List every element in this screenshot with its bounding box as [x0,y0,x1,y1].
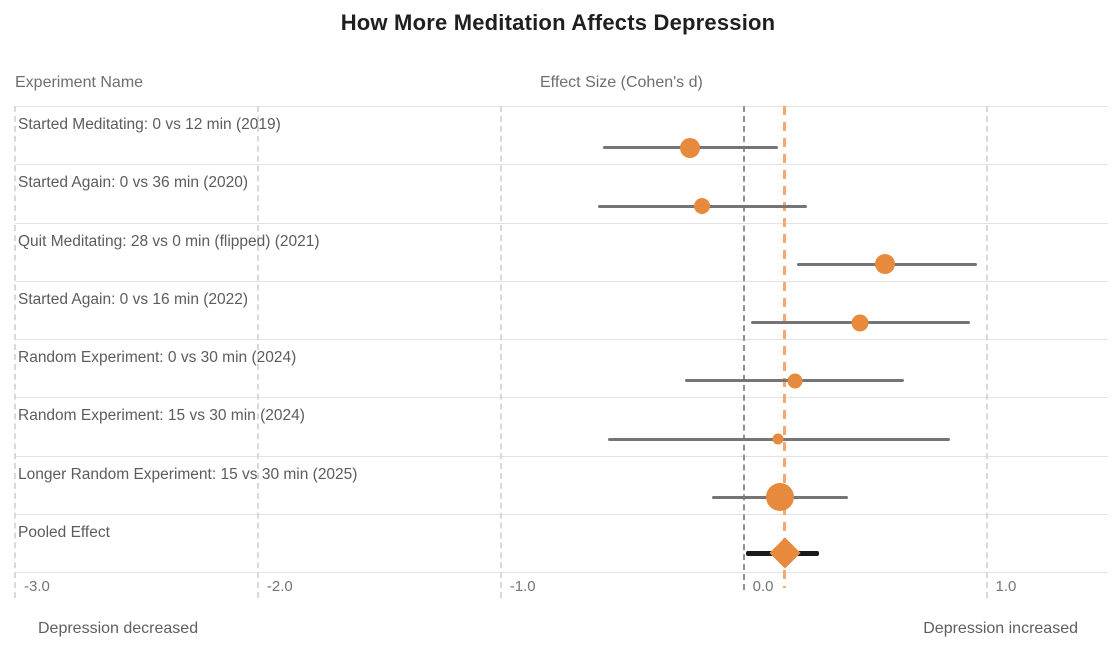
experiment-row-label: Started Again: 0 vs 16 min (2022) [18,290,249,308]
pooled-effect-diamond [769,537,801,569]
experiment-row-label: Started Meditating: 0 vs 12 min (2019) [18,116,281,133]
effect-size-dot [772,433,784,445]
experiment-row-label: Longer Random Experiment: 15 vs 30 min (… [18,465,358,483]
effect-size-dot [874,254,895,275]
effect-size-dot [680,137,701,158]
row-separator [15,164,1108,166]
axis-note-depression-decreased: Depression decreased [38,620,199,637]
gridline--1.0 [499,106,502,598]
pooled-effect-reference-line [783,106,787,588]
experiment-row-label: Started Again: 0 vs 36 min (2020) [18,174,249,192]
experiment-row-label: Random Experiment: 0 vs 30 min (2024) [18,349,297,366]
x-tick-label: 0.0 [752,578,774,595]
experiment-row-label: Random Experiment: 15 vs 30 min (2024) [18,407,305,425]
gridline--3.0 [14,106,16,598]
experiment-row-label: Quit Meditating: 28 vs 0 min (flipped) (… [18,232,320,250]
row-separator [15,339,1108,340]
plot-top-border [15,106,1108,107]
x-tick-label: -2.0 [266,578,293,595]
gridline--2.0 [256,106,259,598]
gridline-1.0 [985,106,988,598]
chart-title: How More Meditation Affects Depression [340,10,776,35]
x-axis-line [15,572,1108,573]
x-tick-label: 1.0 [995,578,1017,595]
effect-size-dot [787,373,803,389]
effect-size-dot [694,198,711,215]
axis-note-depression-increased: Depression increased [923,620,1078,637]
pooled-effect-row-label: Pooled Effect [18,523,110,541]
row-separator [15,397,1108,399]
column-header-experiment-name: Experiment Name [15,74,144,91]
effect-size-dot [851,314,869,332]
row-separator [15,513,1108,515]
x-tick-label: -3.0 [24,578,50,595]
column-header-effect-size: Effect Size (Cohen's d) [540,74,703,91]
effect-size-dot [766,483,795,512]
zero-reference-line [742,106,745,590]
x-tick-label: -1.0 [509,578,536,595]
row-separator [15,455,1108,457]
row-separator [15,280,1108,282]
row-separator [15,222,1108,224]
